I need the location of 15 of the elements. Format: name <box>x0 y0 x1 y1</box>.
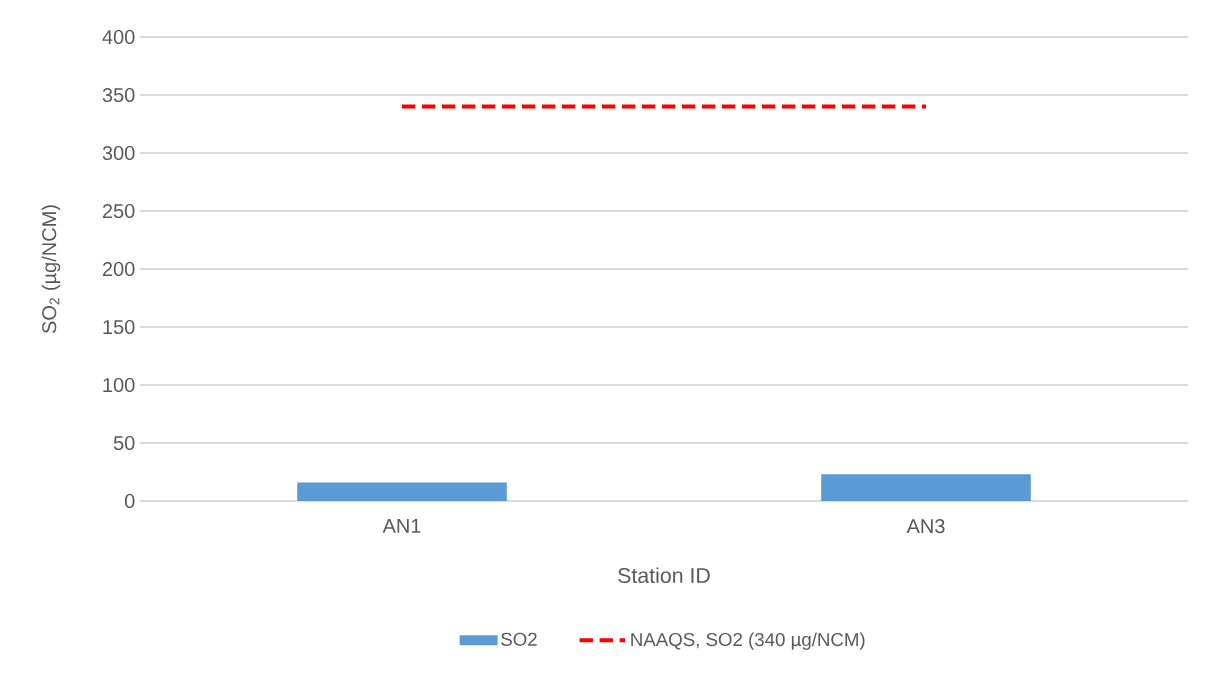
y-tick-label: 250 <box>102 203 135 219</box>
y-tick-label: 50 <box>113 435 135 451</box>
y-axis-title: SO$_{2}$ (µg/NCM) <box>41 205 61 334</box>
y-tick-label: 0 <box>124 493 135 509</box>
legend-label: NAAQS, SO2 (340 µg/NCM) <box>631 632 865 650</box>
legend-label: SO2 <box>501 632 537 646</box>
y-tick-label: 150 <box>103 319 135 335</box>
x-tick-label: AN1 <box>382 519 421 533</box>
y-tick-label: 350 <box>102 87 135 103</box>
y-tick-label: 400 <box>102 29 135 45</box>
y-tick-label: 100 <box>103 377 135 393</box>
x-tick-label: AN3 <box>906 519 945 534</box>
x-axis-title: Station ID <box>618 567 710 584</box>
y-tick-label: 200 <box>102 261 135 277</box>
y-tick-label: 300 <box>102 145 135 161</box>
